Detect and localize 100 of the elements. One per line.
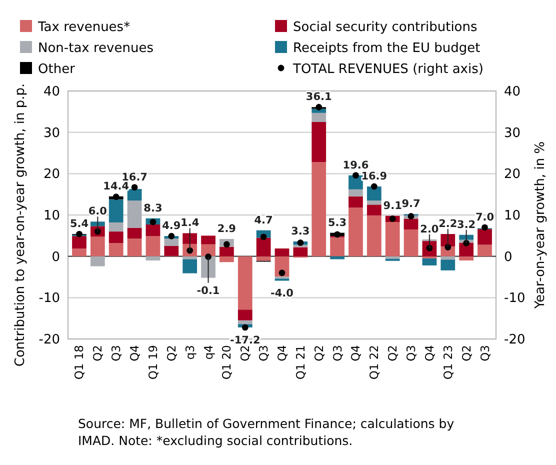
y-tick-label: 0 (52, 250, 60, 265)
data-label: 4.7 (254, 214, 273, 226)
bar (108, 232, 124, 244)
x-tick-label: Q2 (90, 345, 105, 362)
data-label: 16.9 (361, 170, 388, 182)
y-tick-label: -20 (38, 332, 60, 348)
x-tick-label: Q3 (109, 345, 124, 362)
data-label: 8.3 (144, 202, 162, 214)
bar (404, 229, 418, 256)
bar (238, 256, 252, 310)
point (131, 184, 138, 191)
bar (366, 204, 382, 216)
bar (440, 260, 456, 270)
point (482, 224, 488, 231)
bar (366, 186, 382, 201)
bar (312, 122, 326, 162)
x-tick-label: Q4 (422, 345, 436, 362)
bar (108, 222, 124, 232)
y-tick-label: 30 (43, 126, 60, 141)
x-tick-label: Q1 23 (440, 345, 455, 380)
bar (220, 256, 234, 262)
bar (459, 256, 474, 260)
y2-tick-label: 20 (504, 167, 521, 182)
data-label: -0.1 (196, 284, 220, 297)
bar (422, 258, 437, 266)
bar (164, 238, 179, 246)
x-tick-label: Q4 (348, 345, 363, 362)
y2-tick-label: -20 (504, 332, 526, 348)
bar (201, 236, 216, 244)
y2-tick-label: 40 (504, 84, 521, 100)
point (389, 216, 396, 222)
x-tick-label: Q2 (238, 345, 252, 362)
bar (146, 236, 160, 256)
y-axis-title: Contribution to year-on-year growth, in p.p. (13, 83, 28, 367)
bar (164, 246, 179, 256)
x-tick-label: Q2 (386, 345, 400, 362)
point (352, 172, 359, 179)
point (408, 213, 414, 220)
bar (90, 222, 105, 226)
bar (220, 246, 234, 256)
bar (366, 215, 382, 256)
point (278, 270, 286, 276)
bar (274, 248, 290, 256)
bar (72, 236, 86, 248)
bar (108, 243, 124, 256)
bar (478, 229, 492, 245)
legend-label: TOTAL REVENUES (right axis) (292, 62, 484, 77)
bar (146, 256, 160, 260)
bar (478, 244, 492, 256)
bar (459, 234, 474, 240)
x-tick-label: q4 (201, 345, 216, 360)
point (150, 218, 156, 226)
y2-tick-label: 0 (504, 250, 512, 265)
bar (440, 256, 456, 260)
bar (201, 244, 216, 256)
bar (108, 199, 124, 222)
data-label: 5.3 (328, 216, 347, 229)
bar (127, 188, 142, 201)
bar (238, 310, 252, 320)
point (334, 231, 340, 238)
x-tick-label: Q4 (128, 345, 142, 362)
bar (90, 256, 105, 266)
bar (348, 208, 363, 256)
y-tick-label: -10 (38, 291, 60, 306)
bar (459, 242, 474, 256)
data-label: 1.4 (180, 217, 200, 230)
bar (366, 200, 382, 205)
bar (127, 200, 142, 228)
bar (385, 222, 400, 256)
x-tick-label: Q2 (312, 345, 326, 362)
bar (72, 248, 86, 256)
data-label: -17.2 (230, 334, 260, 346)
x-tick-label: q3 (182, 345, 197, 360)
point (370, 183, 378, 190)
point (112, 194, 120, 200)
bar (312, 108, 326, 113)
bar (182, 233, 198, 244)
y2-axis-title: Year-on-year growth, in % (533, 141, 548, 310)
data-label: 3.3 (291, 225, 310, 238)
x-tick-label: Q3 (330, 345, 344, 362)
y2-tick-label: -10 (504, 291, 526, 306)
y-tick-label: 40 (43, 84, 60, 100)
data-label: 7.0 (475, 211, 494, 224)
y2-tick-label: 10 (504, 208, 521, 224)
bar (312, 162, 326, 256)
bar (312, 112, 326, 122)
data-label: 4.9 (162, 220, 181, 232)
point (444, 244, 452, 250)
y-tick-label: 10 (43, 208, 60, 224)
data-label: 2.2 (438, 218, 458, 230)
point (76, 230, 82, 238)
bar (293, 247, 308, 256)
legend-label: Tax revenues* (37, 20, 131, 35)
data-label: 36.1 (306, 91, 332, 104)
legend-label: Non-tax revenues (38, 41, 154, 56)
x-tick-label: Q1 22 (367, 345, 382, 380)
y2-tick-label: 30 (504, 126, 521, 141)
data-label: 3.2 (457, 218, 476, 231)
data-label: 9.7 (402, 198, 420, 210)
point (316, 104, 322, 110)
